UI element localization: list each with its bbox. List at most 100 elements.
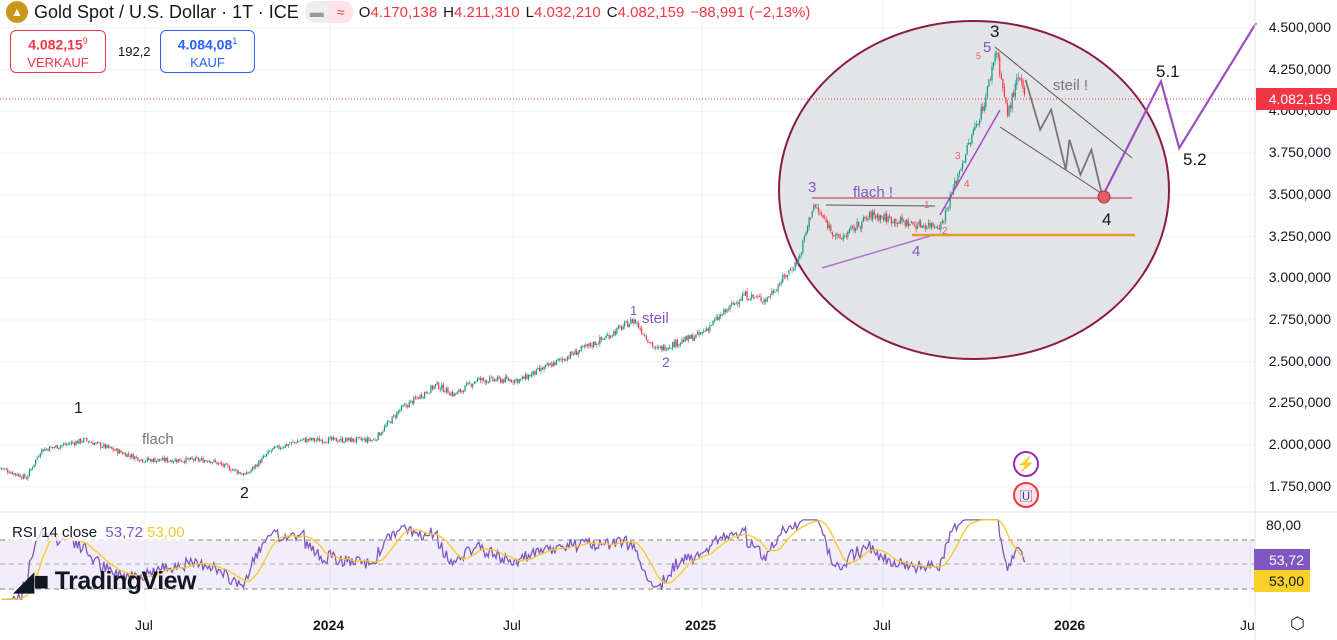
candle — [676, 339, 678, 347]
wave-label[interactable]: 3 — [990, 22, 1000, 41]
candle — [464, 385, 466, 392]
candle — [887, 216, 889, 222]
candle — [397, 411, 399, 413]
candle — [248, 471, 251, 473]
candle — [529, 375, 531, 377]
candle — [954, 180, 956, 189]
wave-label[interactable]: 2 — [662, 354, 670, 370]
candle — [881, 215, 883, 218]
candle — [317, 438, 319, 440]
candle — [738, 301, 740, 305]
lightning-event-icon[interactable]: ⚡ — [1013, 451, 1039, 477]
wave-label[interactable]: 1 — [630, 303, 638, 318]
highlight-circle — [778, 20, 1170, 360]
candle — [538, 368, 540, 371]
symbol-title[interactable]: Gold Spot / U.S. Dollar · 1T · ICE — [34, 1, 299, 22]
buy-button[interactable]: 4.084,081 KAUF — [160, 30, 255, 73]
candle — [132, 454, 134, 460]
wave-label[interactable]: 5 — [976, 51, 982, 61]
candle — [762, 301, 764, 303]
price-tick: 2.750,000 — [1268, 310, 1331, 327]
rsi-ma-line — [1, 519, 1025, 600]
candle — [934, 226, 936, 228]
candle — [495, 379, 497, 381]
candle — [366, 437, 368, 443]
sell-button[interactable]: 4.082,159 VERKAUF — [10, 30, 106, 73]
wave-label[interactable]: steil — [642, 310, 669, 327]
candle — [160, 460, 162, 461]
candle — [648, 342, 651, 344]
candle — [975, 124, 978, 127]
candle — [396, 412, 398, 419]
wave-label[interactable]: 4 — [912, 243, 921, 260]
candle — [92, 442, 94, 445]
candle — [368, 437, 370, 441]
candle — [307, 439, 310, 441]
wave-label[interactable]: 1 — [924, 200, 930, 211]
candle — [417, 397, 420, 400]
candle — [441, 384, 443, 389]
wave-label[interactable]: 2 — [240, 485, 249, 502]
candle — [760, 296, 762, 301]
candle — [202, 457, 204, 463]
candle — [969, 142, 971, 144]
candle — [338, 440, 341, 442]
candle — [2, 468, 4, 470]
candle — [926, 226, 928, 229]
candle — [636, 322, 638, 324]
candle — [213, 460, 215, 462]
candle — [188, 458, 190, 460]
wave-label[interactable]: flach — [142, 431, 174, 448]
wave-label[interactable]: 5.2 — [1183, 150, 1207, 169]
wave-label[interactable]: 5.1 — [1156, 62, 1180, 81]
candle — [428, 392, 430, 394]
candle — [295, 442, 297, 444]
candle — [777, 284, 779, 291]
candle — [765, 299, 767, 303]
wave-label[interactable]: 3 — [808, 179, 817, 196]
candle — [191, 457, 193, 460]
candle — [239, 472, 241, 474]
status-pill[interactable]: ▬ ≈ — [304, 1, 353, 23]
candle — [371, 440, 373, 441]
candle — [250, 469, 252, 472]
candle — [808, 217, 810, 227]
candle — [341, 437, 344, 443]
wave-label[interactable]: steil ! — [1053, 77, 1089, 94]
candle — [1022, 80, 1024, 89]
candle — [655, 347, 657, 349]
candle — [470, 384, 472, 387]
candle — [665, 349, 668, 351]
candle — [69, 443, 71, 445]
candle — [788, 270, 790, 275]
candle — [673, 342, 675, 347]
candle — [467, 382, 469, 385]
wave-label[interactable]: 2 — [942, 226, 948, 237]
wave-label[interactable]: 4 — [1102, 210, 1112, 229]
candle — [89, 441, 91, 443]
wave-label[interactable]: 4 — [964, 179, 970, 190]
candle — [619, 325, 621, 327]
candle — [884, 214, 886, 221]
candle — [847, 232, 849, 237]
candle — [1019, 77, 1021, 80]
candle — [504, 376, 506, 383]
candle — [727, 309, 730, 311]
candle — [233, 468, 235, 471]
candle — [600, 336, 602, 340]
candle — [813, 205, 815, 211]
wave-label[interactable]: 1 — [74, 400, 83, 417]
wave-label[interactable]: 3 — [955, 151, 961, 162]
us-flag-event-icon[interactable]: 🇺 — [1013, 482, 1039, 508]
wave-label[interactable]: flach ! — [853, 184, 894, 201]
trendline-2 — [939, 109, 1001, 216]
candle — [782, 275, 784, 283]
settings-icon[interactable]: ⬡ — [1290, 614, 1305, 633]
candle — [551, 363, 553, 367]
candle — [582, 346, 584, 347]
target-point[interactable] — [1097, 190, 1111, 204]
candle — [98, 442, 100, 444]
candle — [527, 374, 530, 380]
wave-label[interactable]: 5 — [983, 39, 992, 56]
